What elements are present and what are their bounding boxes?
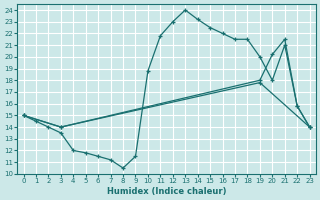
X-axis label: Humidex (Indice chaleur): Humidex (Indice chaleur): [107, 187, 226, 196]
